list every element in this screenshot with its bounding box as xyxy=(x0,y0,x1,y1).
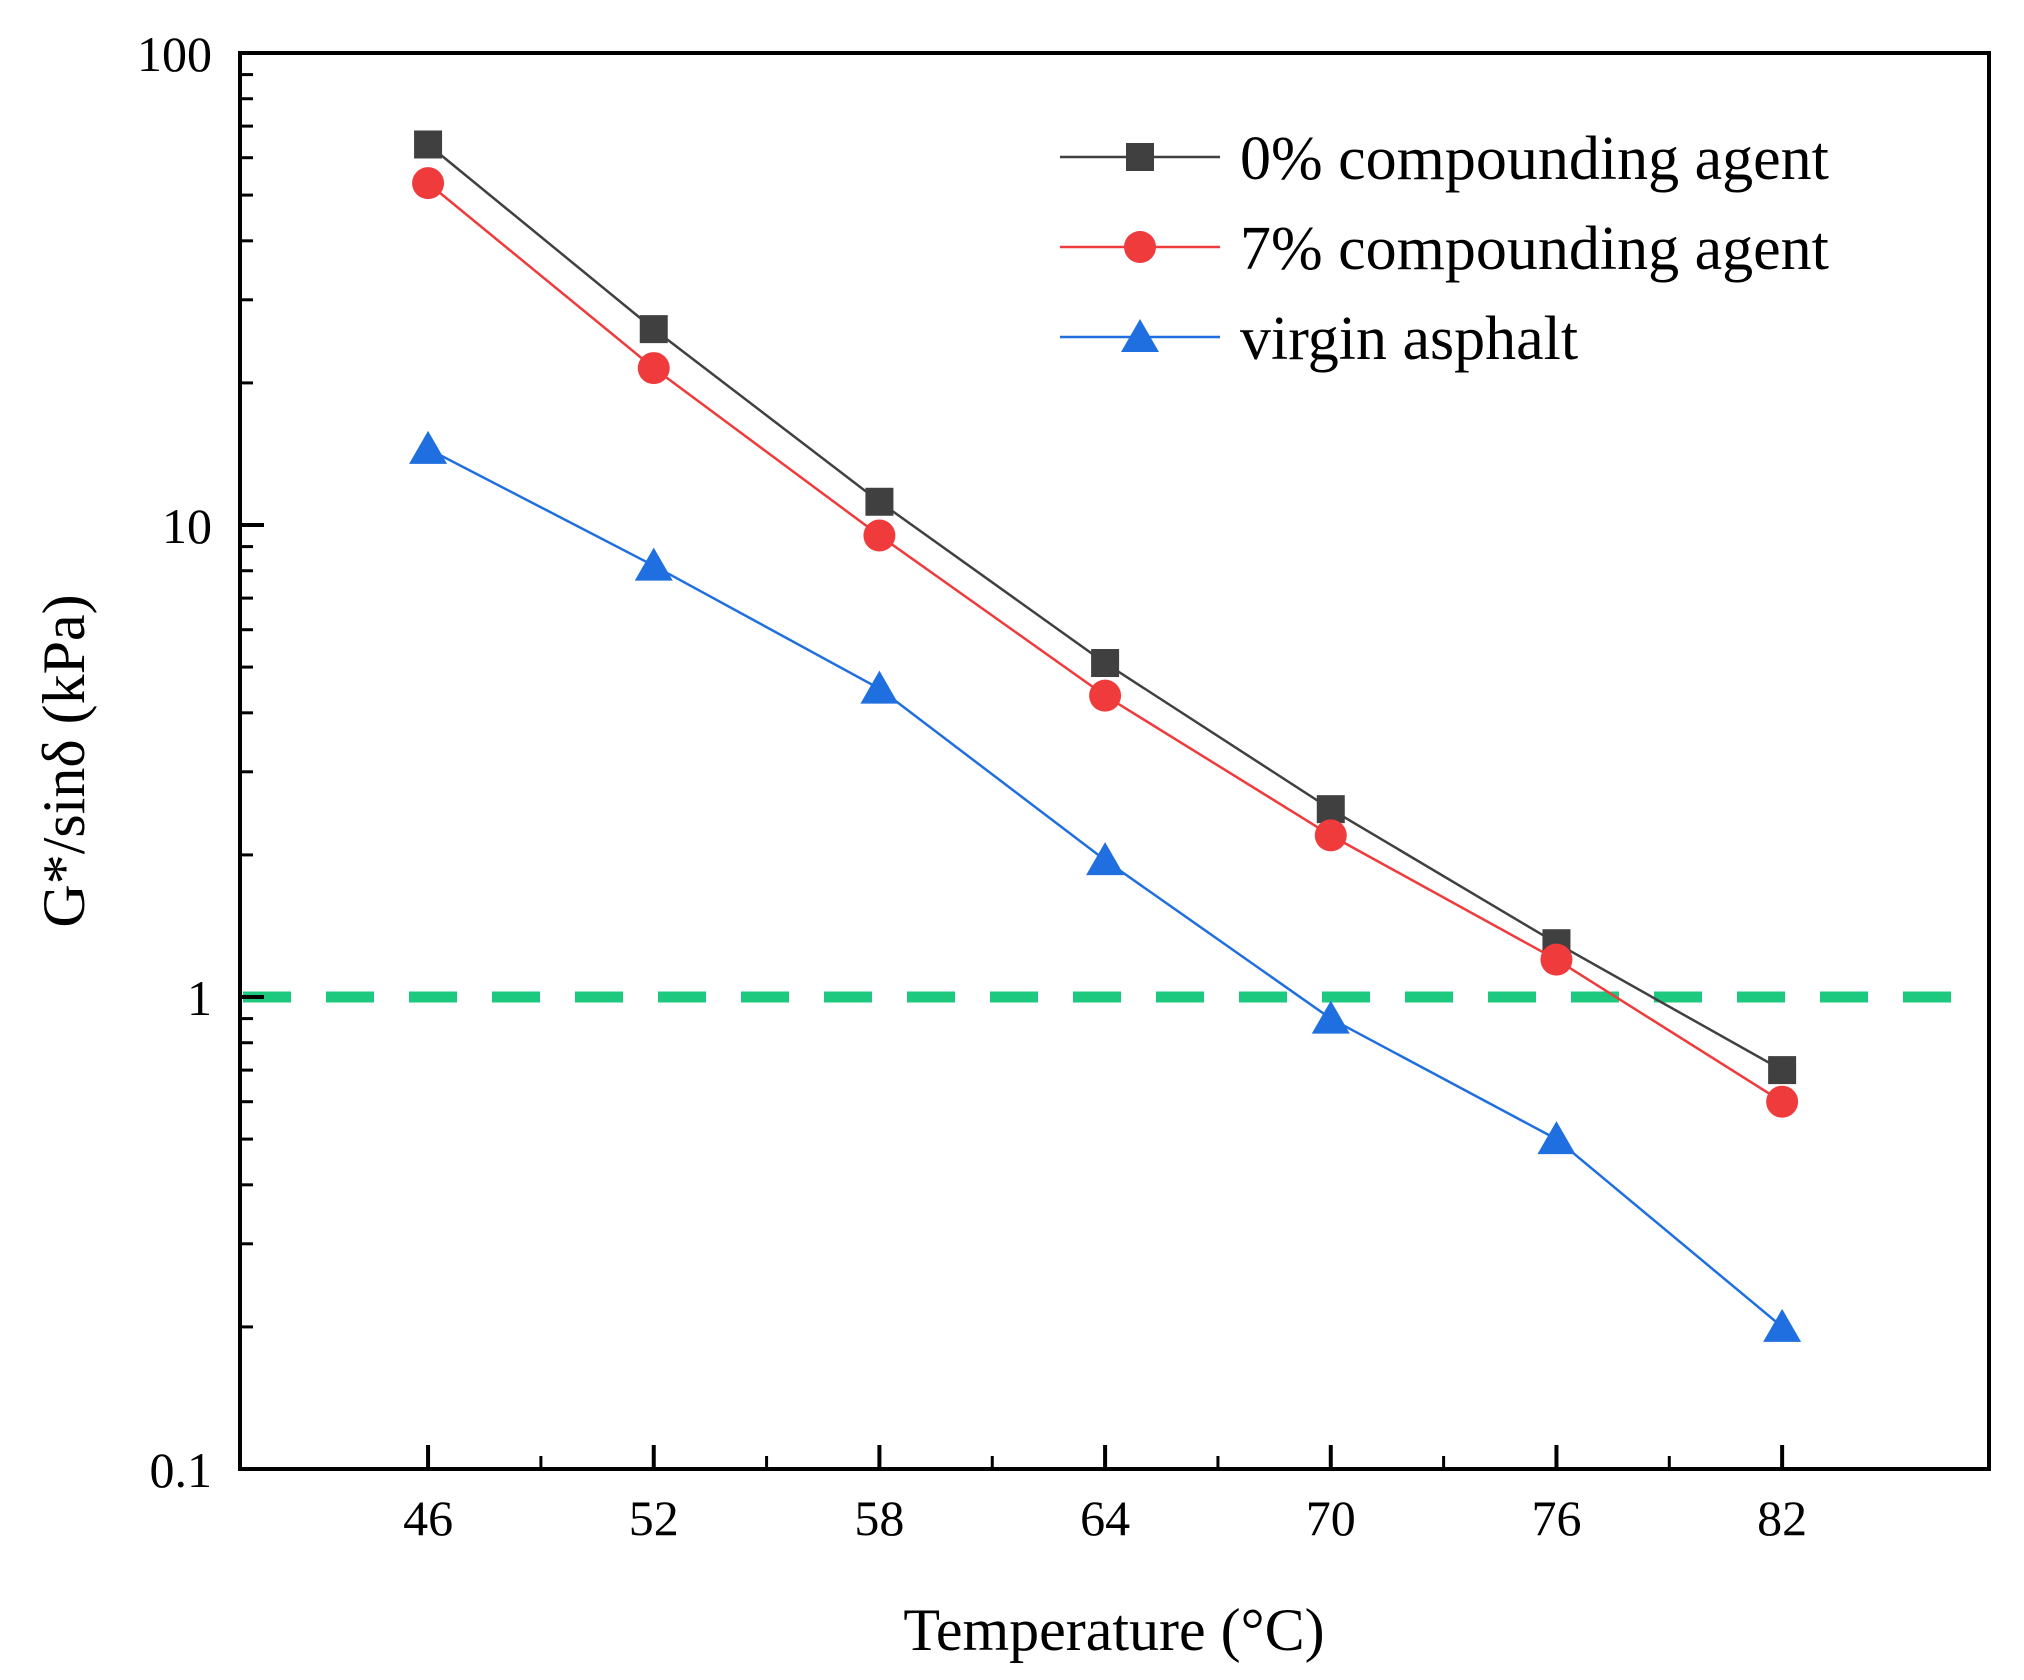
x-tick-label: 58 xyxy=(854,1490,904,1546)
legend: 0% compounding agent 7% compounding agent… xyxy=(1060,125,1829,373)
data-point-virgin-asphalt xyxy=(1311,1000,1350,1034)
data-point-0-compounding-agent xyxy=(1768,1056,1797,1085)
data-point-7-compounding-agent xyxy=(1766,1085,1799,1118)
data-point-0-compounding-agent xyxy=(639,315,668,344)
data-point-virgin-asphalt xyxy=(1086,842,1125,876)
data-point-virgin-asphalt xyxy=(634,547,673,581)
legend-marker xyxy=(1124,231,1156,263)
x-tick-label: 64 xyxy=(1080,1490,1130,1546)
legend-label: 7% compounding agent xyxy=(1240,215,1829,283)
data-point-virgin-asphalt xyxy=(1537,1121,1576,1155)
y-tick-label: 10 xyxy=(162,498,212,554)
x-tick-label: 46 xyxy=(403,1490,453,1546)
x-axis-title: Temperature (°C) xyxy=(903,1597,1324,1663)
series-line-virgin-asphalt xyxy=(427,447,1783,1328)
legend-marker xyxy=(1126,143,1154,171)
legend-marker xyxy=(1121,319,1159,352)
data-point-7-compounding-agent xyxy=(863,519,896,552)
y-tick-label: 0.1 xyxy=(150,1442,213,1498)
y-tick-label: 100 xyxy=(137,26,212,82)
data-point-0-compounding-agent xyxy=(865,487,894,516)
series-line-0-compounding-agent xyxy=(427,143,1783,1072)
data-point-0-compounding-agent xyxy=(1091,649,1120,678)
data-point-virgin-asphalt xyxy=(1763,1308,1802,1342)
data-point-7-compounding-agent xyxy=(412,167,445,200)
y-tick-label: 1 xyxy=(187,970,212,1026)
x-tick-label: 70 xyxy=(1306,1490,1356,1546)
data-point-virgin-asphalt xyxy=(409,430,448,464)
x-tick-label: 82 xyxy=(1757,1490,1807,1546)
data-point-virgin-asphalt xyxy=(860,670,899,704)
data-point-7-compounding-agent xyxy=(1089,679,1122,712)
data-point-7-compounding-agent xyxy=(637,352,670,385)
data-point-7-compounding-agent xyxy=(1314,819,1347,852)
legend-label: virgin asphalt xyxy=(1240,305,1578,373)
x-tick-label: 52 xyxy=(629,1490,679,1546)
plot-frame xyxy=(238,51,1991,1471)
data-point-0-compounding-agent xyxy=(414,130,443,159)
legend-label: 0% compounding agent xyxy=(1240,125,1829,193)
data-point-0-compounding-agent xyxy=(1316,795,1345,824)
series-line-7-compounding-agent xyxy=(427,182,1783,1103)
y-axis-title: G*/sinδ (kPa) xyxy=(31,594,97,927)
data-point-7-compounding-agent xyxy=(1540,943,1573,976)
x-tick-label: 76 xyxy=(1531,1490,1581,1546)
